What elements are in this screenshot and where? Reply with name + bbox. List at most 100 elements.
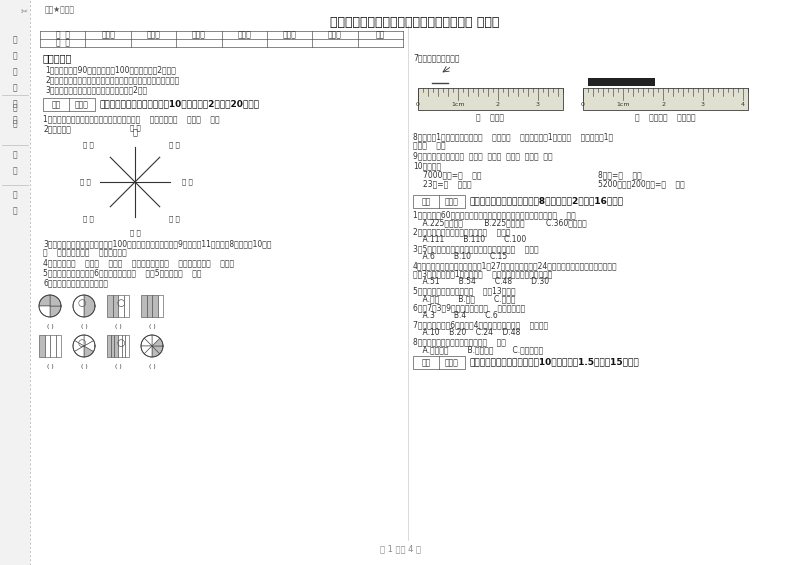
Text: A.10    B.20    C.24    D.48: A.10 B.20 C.24 D.48 [413, 328, 520, 337]
Text: 题密★启用前: 题密★启用前 [45, 5, 75, 14]
Text: 8、分针走1小格，秒针正好走（    ），是（    ）秒。分针走1大格是（    ），时针走1大: 8、分针走1小格，秒针正好走（ ），是（ ）秒。分针走1大格是（ ），时针走1大 [413, 132, 613, 141]
Text: 0: 0 [581, 102, 585, 107]
Text: 考试须知：: 考试须知： [43, 53, 72, 63]
Text: 校: 校 [13, 51, 18, 60]
Bar [43, 98, 95, 111]
Polygon shape [141, 346, 152, 354]
Bar [418, 88, 563, 110]
Text: A.6        B.10        C.15: A.6 B.10 C.15 [413, 252, 507, 261]
Polygon shape [84, 346, 94, 357]
Text: 号: 号 [13, 206, 18, 215]
Text: 二、反复比较，慎重选择（共8小题，每题2分，共16分）。: 二、反复比较，慎重选择（共8小题，每题2分，共16分）。 [470, 197, 624, 206]
Text: 5200千克－200千克=（    ）吨: 5200千克－200千克=（ ）吨 [598, 179, 685, 188]
Polygon shape [152, 338, 163, 346]
Text: A.3        B.4        C.6: A.3 B.4 C.6 [413, 311, 498, 320]
Text: （ ）: （ ） [130, 124, 140, 131]
Text: 判断题: 判断题 [192, 31, 206, 40]
Text: 盖: 盖 [13, 83, 18, 92]
Text: （ ）: （ ） [83, 142, 94, 148]
Bar [122, 335, 126, 357]
Bar [55, 335, 61, 357]
Bar [126, 335, 129, 357]
Text: 选择题: 选择题 [146, 31, 160, 40]
Text: 班: 班 [13, 103, 18, 112]
Text: （    ）跑得最快，（    ）跑得最慢。: （ ）跑得最快，（ ）跑得最慢。 [43, 248, 126, 257]
Text: A.51        B.54        C.48        D.30: A.51 B.54 C.48 D.30 [413, 277, 549, 286]
Text: ( ): ( ) [149, 324, 155, 329]
Text: A.111        B.110        C.100: A.111 B.110 C.100 [413, 235, 526, 244]
Text: 评卷人: 评卷人 [445, 197, 459, 206]
Text: （ ）: （ ） [169, 216, 179, 223]
Text: A.开关抽屉        B.打开瓶盖        C.转动的风车: A.开关抽屉 B.打开瓶盖 C.转动的风车 [413, 345, 543, 354]
Bar [413, 356, 465, 369]
Bar [118, 295, 123, 317]
Text: A.225平方分米         B.225平方厘米         C.360平方厘米: A.225平方分米 B.225平方厘米 C.360平方厘米 [413, 218, 586, 227]
Text: 评卷人: 评卷人 [75, 100, 89, 109]
Text: （: （ [13, 67, 18, 76]
Text: 得分: 得分 [422, 197, 430, 206]
Polygon shape [74, 346, 84, 357]
Polygon shape [144, 335, 152, 346]
Polygon shape [141, 338, 152, 346]
Polygon shape [39, 306, 50, 317]
Text: A.一定        B.可能        C.不可能: A.一定 B.可能 C.不可能 [413, 294, 515, 303]
Polygon shape [84, 295, 95, 317]
Bar [588, 78, 655, 86]
Text: 3、体育老师对第一小组同学进行100米跑测试，成绩如下小红9秒，小明11秒，小明8秒，小军10秒。: 3、体育老师对第一小组同学进行100米跑测试，成绩如下小红9秒，小明11秒，小明… [43, 239, 271, 248]
Text: 8、下面现象中属于平移现象的是（    ）。: 8、下面现象中属于平移现象的是（ ）。 [413, 337, 506, 346]
Text: 3、5名同学打乒乓球，每两人打一场，共要打（    ）场。: 3、5名同学打乒乓球，每两人打一场，共要打（ ）场。 [413, 244, 538, 253]
Text: 4、你出生于（    ）年（    ）月（    ）日，那一年是（    ）年，全年有（    ）天。: 4、你出生于（ ）年（ ）月（ ）日，那一年是（ ）年，全年有（ ）天。 [43, 258, 234, 267]
Text: ( ): ( ) [114, 324, 122, 329]
Text: ( ): ( ) [81, 364, 87, 369]
Bar [118, 335, 122, 357]
Text: ✂: ✂ [21, 7, 28, 16]
Text: 3、不要在试卷上乱写乱画，卷面不整洁扣2分。: 3、不要在试卷上乱写乱画，卷面不整洁扣2分。 [45, 85, 147, 94]
Text: 的有3人，那么三（1）一共有（    ）人参加了书画和棋艺小组。: 的有3人，那么三（1）一共有（ ）人参加了书画和棋艺小组。 [413, 269, 552, 278]
Text: 2: 2 [496, 102, 500, 107]
Text: 学: 学 [13, 35, 18, 44]
Text: 得分: 得分 [51, 100, 61, 109]
Text: 6、看图写分数，并比较大小。: 6、看图写分数，并比较大小。 [43, 278, 108, 287]
Bar [50, 335, 55, 357]
Text: 2、请首先按要求在试卷的指定位置填写您的姓名、班级、学号。: 2、请首先按要求在试卷的指定位置填写您的姓名、班级、学号。 [45, 75, 179, 84]
Text: 8千克=（    ）克: 8千克=（ ）克 [598, 170, 642, 179]
Text: 9、常用的长度单位有（  ）、（  ）、（  ）、（  ）、（  ）。: 9、常用的长度单位有（ ）、（ ）、（ ）、（ ）、（ ）。 [413, 151, 553, 160]
Text: 4: 4 [741, 102, 745, 107]
Text: ）: ） [13, 115, 18, 124]
Bar [583, 88, 748, 110]
Text: 2、填一填。: 2、填一填。 [43, 124, 71, 133]
Bar [123, 295, 129, 317]
Bar [141, 295, 146, 317]
Bar [114, 335, 118, 357]
Bar [152, 295, 158, 317]
Text: 1cm: 1cm [451, 102, 465, 107]
Text: ○: ○ [117, 338, 126, 348]
Polygon shape [50, 295, 61, 306]
Text: ○: ○ [117, 298, 126, 308]
Text: ( ): ( ) [81, 324, 87, 329]
Text: 格是（    ）。: 格是（ ）。 [413, 141, 446, 150]
Polygon shape [152, 346, 160, 357]
Text: 综合题: 综合题 [282, 31, 297, 40]
Text: 湖南省实验小学三年级数学下学期月考试题 附答案: 湖南省实验小学三年级数学下学期月考试题 附答案 [330, 16, 500, 29]
Polygon shape [50, 306, 61, 317]
Polygon shape [74, 335, 84, 346]
Polygon shape [84, 341, 95, 351]
Text: 三、仔细推敲，正确判断（共10小题，每题1.5分，共15分）。: 三、仔细推敲，正确判断（共10小题，每题1.5分，共15分）。 [470, 358, 640, 367]
Text: 应用题: 应用题 [328, 31, 342, 40]
Text: 一、用心思考，正确填空（共10小题，每题2分，共20分）。: 一、用心思考，正确填空（共10小题，每题2分，共20分）。 [100, 99, 260, 108]
Text: 7、量出钉子的长度。: 7、量出钉子的长度。 [413, 53, 459, 62]
Text: （ ）: （ ） [80, 179, 90, 185]
Bar [0, 0, 30, 565]
Bar [158, 295, 163, 317]
Text: 4、学校开设两个兴趣小组，三（1）27人参加书画小组，24人参加棋艺小组，两个小组都参加: 4、学校开设两个兴趣小组，三（1）27人参加书画小组，24人参加棋艺小组，两个小… [413, 261, 618, 270]
Text: （    ）毫米: （ ）毫米 [477, 113, 505, 122]
Text: 填空题: 填空题 [101, 31, 115, 40]
Text: 2、最大的三位数是最大一位数的（    ）倍。: 2、最大的三位数是最大一位数的（ ）倍。 [413, 227, 510, 236]
Bar [45, 335, 50, 357]
Text: 7000千克=（    ）吨: 7000千克=（ ）吨 [423, 170, 482, 179]
Text: 1、考试时间：90分钟，满分为100分（含卷面分2分）。: 1、考试时间：90分钟，满分为100分（含卷面分2分）。 [45, 65, 176, 74]
Polygon shape [73, 295, 84, 317]
Text: 总分: 总分 [376, 31, 385, 40]
Text: 23吨=（    ）千克: 23吨=（ ）千克 [423, 179, 472, 188]
